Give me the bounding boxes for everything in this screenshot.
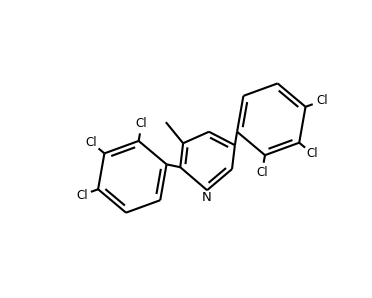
Text: Cl: Cl bbox=[76, 189, 88, 202]
Text: N: N bbox=[202, 191, 212, 204]
Text: Cl: Cl bbox=[136, 117, 147, 131]
Text: Cl: Cl bbox=[86, 136, 97, 149]
Text: Cl: Cl bbox=[307, 147, 318, 160]
Text: Cl: Cl bbox=[316, 94, 328, 107]
Text: Cl: Cl bbox=[256, 166, 268, 179]
